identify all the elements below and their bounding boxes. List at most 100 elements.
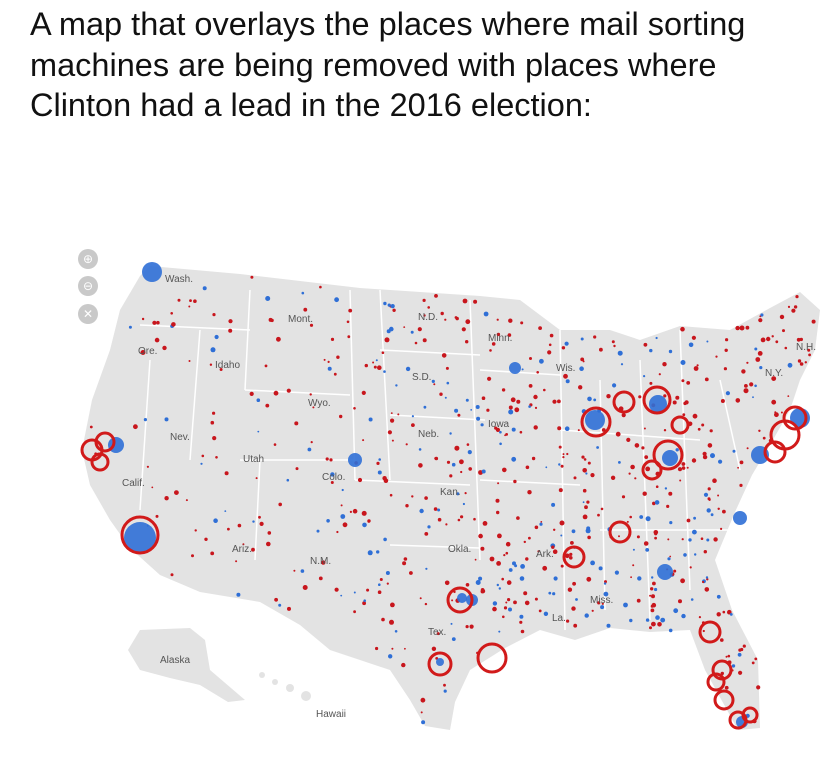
state-label: Wash. xyxy=(165,274,193,285)
county-dot xyxy=(587,461,591,465)
county-dot xyxy=(709,429,713,433)
county-dot xyxy=(587,396,592,402)
county-dot xyxy=(459,459,464,465)
county-dot xyxy=(672,400,677,405)
county-dot xyxy=(273,443,277,446)
county-dot xyxy=(325,457,329,461)
county-dot xyxy=(743,388,749,394)
county-dot xyxy=(286,388,291,393)
county-dot xyxy=(224,471,229,476)
county-dot xyxy=(766,336,771,342)
county-dot xyxy=(348,308,353,313)
county-dot xyxy=(598,566,603,571)
county-dot xyxy=(340,594,343,597)
county-dot xyxy=(357,477,363,483)
county-dot xyxy=(537,550,540,553)
county-dot xyxy=(632,564,635,567)
county-dot xyxy=(680,578,685,584)
county-dot xyxy=(162,345,167,351)
county-dot xyxy=(276,336,281,342)
state-label: Iowa xyxy=(488,419,510,430)
county-dot xyxy=(557,399,561,404)
county-dot xyxy=(643,342,648,347)
county-dot xyxy=(379,578,383,581)
county-dot xyxy=(513,600,517,605)
county-dot xyxy=(565,379,570,384)
county-dot xyxy=(481,469,486,474)
county-dot xyxy=(193,299,197,303)
county-dot xyxy=(301,291,305,295)
county-dot xyxy=(498,630,501,633)
county-dot xyxy=(520,321,524,325)
county-dot xyxy=(686,518,691,523)
county-dot xyxy=(643,541,649,546)
metro-bubble xyxy=(348,453,362,467)
county-dot xyxy=(520,629,525,634)
removal-circle xyxy=(94,431,116,453)
county-dot xyxy=(362,439,365,442)
county-dot xyxy=(431,379,435,383)
county-dot xyxy=(242,543,245,546)
county-dot xyxy=(735,398,741,403)
metro-bubble xyxy=(657,564,673,580)
county-dot xyxy=(722,509,726,514)
county-dot xyxy=(573,476,577,480)
county-dot xyxy=(662,362,667,367)
alaska-landmass xyxy=(128,628,245,702)
county-dot xyxy=(702,629,705,633)
reset-icon[interactable]: ✕ xyxy=(78,304,98,324)
county-dot xyxy=(732,449,736,453)
county-dot xyxy=(495,498,500,503)
zoom-in-icon[interactable]: ⊕ xyxy=(78,249,98,269)
county-dot xyxy=(352,508,358,514)
county-dot xyxy=(712,478,717,483)
county-dot xyxy=(421,720,426,725)
county-dot xyxy=(681,613,686,619)
county-dot xyxy=(141,317,145,321)
county-dot xyxy=(649,348,653,353)
county-dot xyxy=(720,638,724,642)
county-dot xyxy=(754,657,758,661)
county-dot xyxy=(651,621,656,627)
county-dot xyxy=(318,576,323,581)
county-dot xyxy=(303,307,308,312)
county-dot xyxy=(340,514,346,519)
county-dot xyxy=(593,335,597,339)
county-dot xyxy=(606,623,611,628)
county-dot xyxy=(212,313,216,317)
county-dot xyxy=(613,344,616,348)
election-map[interactable]: Wash. Ore. Calif. Nev. Idaho Mont. Wyo. Utah Col… xyxy=(0,230,828,761)
county-dot xyxy=(424,602,428,606)
county-dot xyxy=(210,420,215,425)
state-label: Ore. xyxy=(138,346,157,357)
county-dot xyxy=(739,325,745,331)
county-dot xyxy=(361,510,367,516)
zoom-out-icon[interactable]: ⊖ xyxy=(78,276,98,296)
county-dot xyxy=(654,536,657,540)
county-dot xyxy=(583,458,587,461)
county-dot xyxy=(654,587,658,592)
county-dot xyxy=(614,570,620,575)
removal-circle xyxy=(641,459,663,481)
county-dot xyxy=(528,405,531,408)
county-dot xyxy=(528,536,531,540)
county-dot xyxy=(503,554,506,557)
county-dot xyxy=(209,363,213,366)
county-dot xyxy=(420,697,426,703)
county-dot xyxy=(649,594,652,597)
state-label: Ariz. xyxy=(232,544,252,555)
county-dot xyxy=(775,340,779,344)
state-label: Miss. xyxy=(590,595,613,606)
county-dot xyxy=(257,430,260,433)
county-dot xyxy=(334,297,339,303)
county-dot xyxy=(582,514,588,520)
county-dot xyxy=(611,340,615,344)
county-dot xyxy=(638,395,642,399)
county-dot xyxy=(706,538,710,542)
county-dot xyxy=(478,533,483,539)
county-dot xyxy=(560,464,564,468)
county-dot xyxy=(668,628,673,633)
hawaii-landmass xyxy=(259,672,311,701)
county-dot xyxy=(551,545,555,549)
county-dot xyxy=(411,423,415,427)
